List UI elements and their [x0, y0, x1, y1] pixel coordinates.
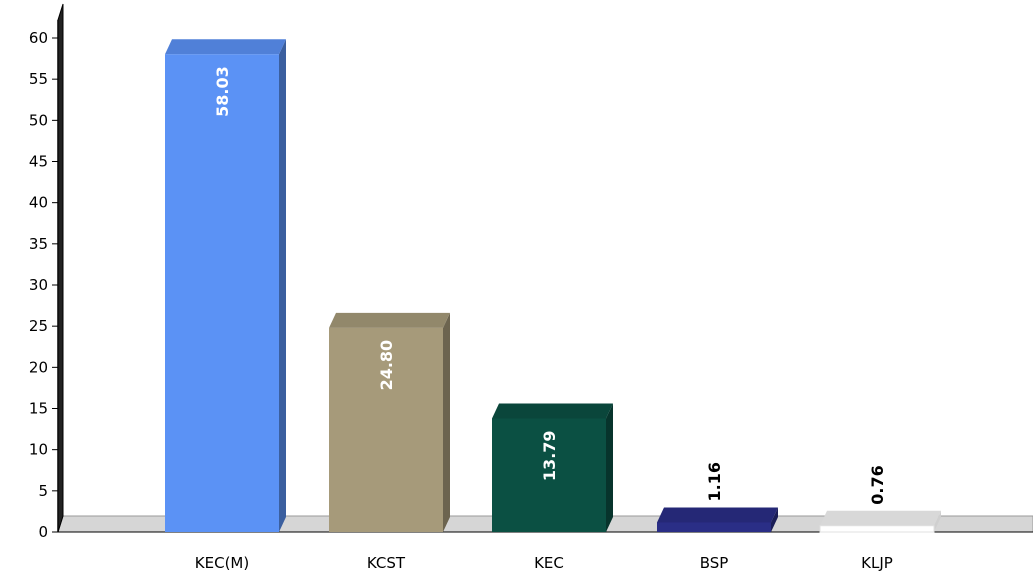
y-tick-label: 5	[38, 482, 48, 500]
data-label: 1.16	[705, 462, 724, 501]
bar-kec	[492, 403, 613, 532]
data-label: 58.03	[213, 66, 232, 117]
bar-front-face	[819, 525, 935, 533]
y-tick-label: 50	[29, 111, 48, 129]
x-tick-label: BSP	[700, 554, 729, 572]
y-tick-label: 45	[29, 153, 48, 171]
y-axis-wall	[57, 3, 64, 533]
bar-top-face	[657, 507, 778, 523]
bar-side-face	[606, 403, 613, 532]
bar-kljp	[819, 510, 941, 533]
bar-top-face	[492, 403, 613, 419]
x-tick-label: KCST	[367, 554, 406, 572]
bar-kec-m-	[165, 39, 286, 532]
y-tick-label: 25	[29, 317, 48, 335]
y-tick-label: 35	[29, 235, 48, 253]
x-tick-label: KEC(M)	[195, 554, 249, 572]
x-tick-label: KEC	[534, 554, 564, 572]
bar-front-face	[165, 54, 279, 532]
bar-top-face	[820, 510, 941, 526]
x-tick-label: KLJP	[861, 554, 893, 572]
y-tick-label: 30	[29, 276, 48, 294]
bar-front-face	[492, 418, 606, 532]
bar-top-face	[165, 39, 286, 55]
y-tick-label: 40	[29, 194, 48, 212]
data-label: 24.80	[377, 340, 396, 391]
bar-top-face	[329, 312, 450, 328]
y-tick-label: 10	[29, 441, 48, 459]
y-tick-label: 0	[38, 523, 48, 541]
y-tick-label: 15	[29, 400, 48, 418]
bar-front-face	[657, 522, 771, 532]
bar-bsp	[657, 507, 778, 532]
bar-side-face	[771, 507, 778, 532]
data-label: 13.79	[540, 430, 559, 481]
bar-side-face	[443, 312, 450, 532]
y-tick-label: 60	[29, 29, 48, 47]
bar-kcst	[329, 312, 450, 532]
bar-front-face	[329, 327, 443, 532]
y-tick-label: 55	[29, 70, 48, 88]
bar-side-face	[279, 39, 286, 532]
y-tick-label: 20	[29, 358, 48, 376]
bar-side-face	[934, 510, 941, 532]
data-label: 0.76	[868, 465, 887, 504]
